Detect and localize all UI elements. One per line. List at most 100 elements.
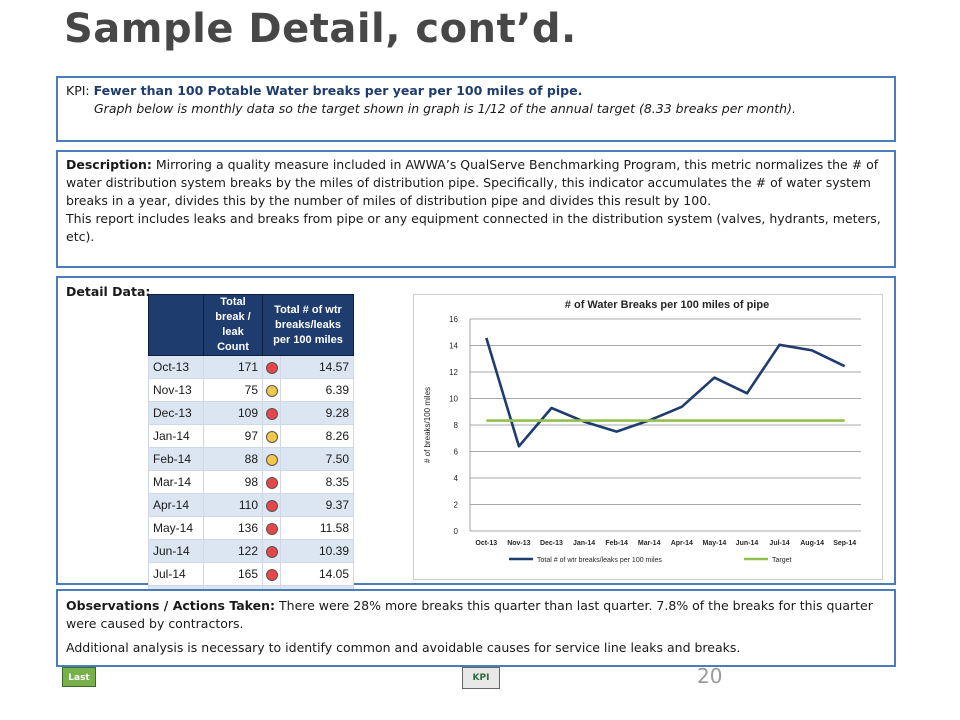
table-cell-count: 110 xyxy=(203,493,263,517)
table-cell-status xyxy=(261,401,282,425)
kpi-note: Graph below is monthly data so the targe… xyxy=(94,101,796,116)
table-cell-status xyxy=(261,493,282,517)
observations-text: There were 28% more breaks this quarter … xyxy=(66,598,873,631)
table-cell-count: 88 xyxy=(203,447,263,471)
table-cell-status xyxy=(261,516,282,540)
kpi-prefix: KPI: xyxy=(66,83,94,98)
table-cell-rate: 6.39 xyxy=(280,378,354,402)
status-indicator-yellow xyxy=(265,384,278,397)
table-cell-status xyxy=(261,470,282,494)
table-cell-status xyxy=(261,447,282,471)
table-cell-month: Jul-14 xyxy=(148,562,204,586)
table-cell-month: Dec-13 xyxy=(148,401,204,425)
x-tick-label: Sep-14 xyxy=(833,540,856,547)
y-tick-label: 0 xyxy=(454,527,459,536)
page-number: 20 xyxy=(697,664,723,688)
table-cell-status xyxy=(261,424,282,448)
series-line-total xyxy=(485,337,846,448)
y-tick-label: 12 xyxy=(449,368,458,377)
x-tick-label: Mar-14 xyxy=(638,540,661,547)
description-label: Description: xyxy=(66,157,152,172)
table-cell-rate: 7.50 xyxy=(280,447,354,471)
description-paragraph: Description: Mirroring a quality measure… xyxy=(66,156,886,210)
table-cell-count: 136 xyxy=(203,516,263,540)
description-text: Mirroring a quality measure included in … xyxy=(66,157,879,208)
status-indicator-red xyxy=(265,361,278,374)
kpi-text: Fewer than 100 Potable Water breaks per … xyxy=(93,83,583,98)
status-indicator-red xyxy=(265,568,278,581)
table-row: Dec-13 109 9.28 xyxy=(148,401,354,425)
table-row: Jan-14 97 8.26 xyxy=(148,424,354,448)
x-tick-label: Jun-14 xyxy=(736,540,759,547)
table-cell-rate: 10.39 xyxy=(280,539,354,563)
table-cell-month: Jan-14 xyxy=(148,424,204,448)
table-cell-count: 171 xyxy=(203,355,263,379)
page-title: Sample Detail, cont’d. xyxy=(64,6,577,52)
detail-data-box: Detail Data: Total break / leak Count To… xyxy=(56,276,896,632)
status-indicator-red xyxy=(265,522,278,535)
table-row: May-14 136 11.58 xyxy=(148,516,354,540)
x-tick-label: May-14 xyxy=(703,540,727,547)
table-cell-status xyxy=(261,378,282,402)
table-header-count: Total break / leak Count xyxy=(203,294,263,356)
table-row: Apr-14 110 9.37 xyxy=(148,493,354,517)
chart-svg: # of Water Breaks per 100 miles of pipe 0… xyxy=(423,299,861,564)
x-tick-label: Feb-14 xyxy=(605,540,628,547)
table-header-row: Total break / leak Count Total # of wtr … xyxy=(148,294,354,356)
table-cell-month: Mar-14 xyxy=(148,470,204,494)
y-tick-label: 16 xyxy=(449,315,458,324)
status-indicator-red xyxy=(265,476,278,489)
x-tick-label: Oct-13 xyxy=(475,540,497,547)
chart-title: # of Water Breaks per 100 miles of pipe xyxy=(565,299,769,311)
table-header-rate: Total # of wtr breaks/leaks per 100 mile… xyxy=(262,294,354,356)
table-cell-count: 75 xyxy=(203,378,263,402)
status-indicator-red xyxy=(265,545,278,558)
table-cell-rate: 9.28 xyxy=(280,401,354,425)
table-row: Oct-13 171 14.57 xyxy=(148,355,354,379)
status-indicator-yellow xyxy=(265,430,278,443)
table-cell-month: Apr-14 xyxy=(148,493,204,517)
table-body: Oct-13 171 14.57 Nov-13 75 6.39 Dec-13 109 9.28 J… xyxy=(148,355,354,632)
table-cell-month: Feb-14 xyxy=(148,447,204,471)
y-tick-label: 10 xyxy=(449,395,458,404)
detail-data-table: Total break / leak Count Total # of wtr … xyxy=(148,294,354,632)
table-cell-month: Jun-14 xyxy=(148,539,204,563)
y-tick-label: 4 xyxy=(454,474,459,483)
table-cell-count: 97 xyxy=(203,424,263,448)
table-row: Feb-14 88 7.50 xyxy=(148,447,354,471)
y-tick-label: 14 xyxy=(449,342,458,351)
detail-data-label: Detail Data: xyxy=(66,284,151,299)
table-row: Jun-14 122 10.39 xyxy=(148,539,354,563)
table-cell-month: Oct-13 xyxy=(148,355,204,379)
legend-label: Target xyxy=(772,557,792,564)
y-tick-label: 8 xyxy=(454,421,459,430)
table-cell-rate: 8.26 xyxy=(280,424,354,448)
table-cell-count: 109 xyxy=(203,401,263,425)
table-cell-count: 98 xyxy=(203,470,263,494)
x-tick-label: Jan-14 xyxy=(573,540,595,547)
last-button[interactable]: Last xyxy=(62,667,96,687)
y-tick-label: 2 xyxy=(454,501,459,510)
table-cell-rate: 8.35 xyxy=(280,470,354,494)
x-tick-label: Nov-13 xyxy=(507,540,530,547)
table-header-blank xyxy=(148,294,204,356)
x-tick-label: Dec-13 xyxy=(540,540,563,547)
table-cell-status xyxy=(261,539,282,563)
description-box: Description: Mirroring a quality measure… xyxy=(56,150,896,268)
table-cell-count: 122 xyxy=(203,539,263,563)
x-tick-label: Apr-14 xyxy=(671,540,693,547)
observations-paragraph-2: Additional analysis is necessary to iden… xyxy=(66,640,741,655)
status-indicator-yellow xyxy=(265,453,278,466)
breaks-line-chart: # of Water Breaks per 100 miles of pipe 0… xyxy=(413,294,883,580)
table-cell-rate: 14.57 xyxy=(280,355,354,379)
kpi-box: KPI: Fewer than 100 Potable Water breaks… xyxy=(56,76,896,142)
description-paragraph-2: This report includes leaks and breaks fr… xyxy=(66,211,881,244)
table-row: Jul-14 165 14.05 xyxy=(148,562,354,586)
status-indicator-red xyxy=(265,499,278,512)
kpi-button[interactable]: KPI xyxy=(462,667,500,689)
table-cell-rate: 14.05 xyxy=(280,562,354,586)
table-cell-rate: 11.58 xyxy=(280,516,354,540)
table-cell-status xyxy=(261,355,282,379)
table-cell-month: May-14 xyxy=(148,516,204,540)
table-cell-month: Nov-13 xyxy=(148,378,204,402)
